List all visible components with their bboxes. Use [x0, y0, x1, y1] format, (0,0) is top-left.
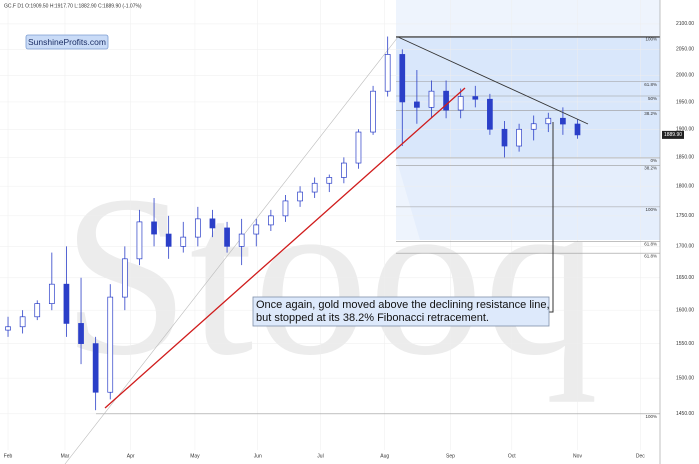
y-tick-label: 1550.00: [676, 341, 694, 347]
candle-body: [384, 54, 391, 92]
candle-body: [78, 323, 84, 344]
candle-body: [48, 283, 55, 304]
fib-label: 38.2%: [644, 111, 657, 116]
candle-body: [472, 96, 479, 100]
candle-body: [487, 98, 493, 130]
fib-label: 61.8%: [644, 242, 657, 247]
fib-label: 50%: [648, 96, 657, 101]
candle-body: [560, 117, 566, 125]
logo-box: [25, 34, 109, 50]
fan-line: [64, 36, 399, 464]
candle-body: [355, 131, 362, 164]
candle-body: [545, 117, 552, 125]
x-tick-label: Jul: [317, 453, 323, 459]
watermark: Stooq: [62, 148, 599, 403]
resistance-line: [397, 36, 589, 125]
y-tick-label: 1700.00: [676, 244, 694, 250]
x-tick-label: Sep: [446, 453, 455, 459]
fib-zone: [396, 158, 660, 240]
candle-body: [195, 218, 201, 238]
y-tick-label: 1450.00: [676, 411, 694, 417]
candle-body: [209, 218, 216, 229]
candle-body: [428, 90, 435, 108]
candle-body: [34, 303, 41, 318]
y-tick-label: 1600.00: [676, 308, 694, 314]
candle-body: [107, 296, 114, 393]
annotation-box: [252, 296, 550, 327]
candle-body: [268, 215, 274, 226]
x-tick-label: Jun: [254, 453, 262, 459]
candle-body: [414, 101, 420, 108]
candle-body: [224, 227, 230, 247]
candle-body: [530, 123, 537, 130]
x-tick-label: Mar: [61, 453, 70, 459]
candle-body: [297, 191, 303, 202]
x-tick-label: Nov: [573, 453, 582, 459]
candle-body: [121, 258, 128, 298]
candle-body: [63, 283, 70, 324]
fib-label: 100%: [645, 37, 657, 42]
fib-label: 100%: [645, 207, 657, 212]
candle-body: [457, 96, 464, 111]
x-tick-label: Dec: [636, 453, 645, 459]
last-price-label: 1889.90: [664, 132, 682, 138]
header: GC.F D1 O:1909.50 H:1917.70 L:1882.90 C:…: [4, 3, 142, 9]
candle-body: [326, 177, 333, 184]
fib-label: 61.8%: [644, 253, 657, 258]
candle-body: [165, 233, 172, 247]
candle-body: [311, 182, 318, 193]
fib-label: 0%: [650, 158, 657, 163]
candle-body: [501, 128, 508, 147]
fib-label: 61.8%: [644, 82, 657, 87]
y-tick-label: 2000.00: [676, 73, 694, 79]
candle-body: [253, 224, 260, 235]
candle-body: [151, 221, 157, 235]
candle-body: [574, 123, 581, 136]
candle-body: [443, 90, 449, 111]
y-tick-label: 2100.00: [676, 21, 694, 27]
y-tick-label: 1500.00: [676, 375, 694, 381]
candle-body: [5, 326, 11, 331]
y-tick-label: 1850.00: [676, 155, 694, 161]
candle-body: [282, 200, 289, 217]
fib-levels: 100% 61.8% 50% 38.2% 0% 38.2% 100% 61.8% 61.8% 10…: [96, 36, 660, 419]
annotation: but stopped at its 38.2% Fibonacci retra…: [256, 312, 489, 324]
annotation-arrow: [549, 122, 554, 313]
x-tick-label: Oct: [508, 453, 516, 459]
y-tick-label: 2050.00: [676, 47, 694, 53]
candle-body: [19, 316, 26, 328]
candle-body: [180, 236, 187, 247]
y-tick-label: 1650.00: [676, 275, 694, 281]
x-tick-label: May: [190, 453, 200, 459]
fib-zone: [396, 37, 660, 158]
x-tick-label: Apr: [127, 453, 135, 459]
candles: [5, 36, 581, 411]
axes: 2100.00 2050.00 2000.00 1950.00 1900.00 1850.…: [4, 0, 694, 464]
candle-body: [136, 221, 143, 260]
annotation: Once again, gold moved above the declini…: [256, 299, 550, 311]
candle-body: [238, 233, 245, 247]
candle-body: [370, 90, 376, 133]
support-line: [104, 87, 466, 409]
y-tick-label: 1800.00: [676, 184, 694, 190]
fib-label: 38.2%: [644, 166, 657, 171]
logo: SunshineProfits.com: [28, 37, 106, 47]
x-tick-label: Aug: [380, 453, 389, 459]
y-tick-label: 1750.00: [676, 213, 694, 219]
x-tick-label: Feb: [4, 453, 13, 459]
y-tick-label: 1900.00: [676, 127, 694, 133]
last-price-box: [662, 130, 684, 139]
candle-body: [92, 343, 99, 393]
candle-body: [399, 54, 406, 103]
candle-body: [341, 162, 347, 178]
y-tick-label: 1950.00: [676, 99, 694, 105]
candle-body: [516, 128, 522, 147]
fib-label: 100%: [645, 414, 657, 419]
